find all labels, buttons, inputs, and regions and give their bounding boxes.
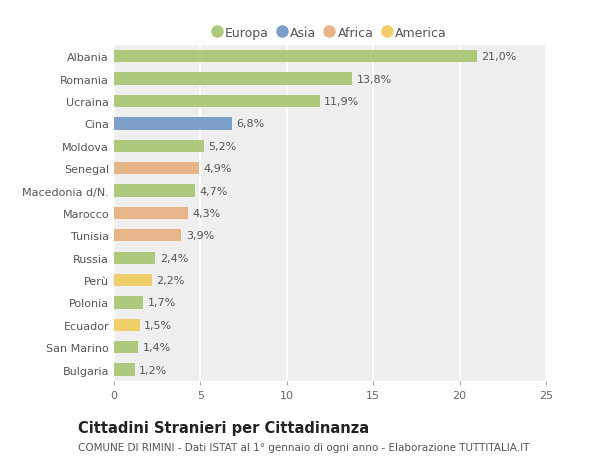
Bar <box>114 140 204 152</box>
Text: 21,0%: 21,0% <box>481 52 517 62</box>
Text: 4,7%: 4,7% <box>200 186 228 196</box>
Text: 3,9%: 3,9% <box>186 231 214 241</box>
Legend: Europa, Asia, Africa, America: Europa, Asia, Africa, America <box>209 22 451 45</box>
Text: 1,5%: 1,5% <box>144 320 172 330</box>
Text: COMUNE DI RIMINI - Dati ISTAT al 1° gennaio di ogni anno - Elaborazione TUTTITAL: COMUNE DI RIMINI - Dati ISTAT al 1° genn… <box>78 442 529 452</box>
Text: 6,8%: 6,8% <box>236 119 264 129</box>
Text: 13,8%: 13,8% <box>357 74 392 84</box>
Bar <box>114 207 188 219</box>
Bar <box>114 162 199 175</box>
Bar <box>114 252 155 264</box>
Bar <box>114 230 181 242</box>
Bar <box>114 341 138 353</box>
Text: 1,4%: 1,4% <box>143 342 171 353</box>
Bar <box>114 51 477 63</box>
Bar <box>114 319 140 331</box>
Bar <box>114 118 232 130</box>
Bar <box>114 274 152 286</box>
Bar <box>114 364 135 376</box>
Text: Cittadini Stranieri per Cittadinanza: Cittadini Stranieri per Cittadinanza <box>78 420 369 435</box>
Text: 1,2%: 1,2% <box>139 365 167 375</box>
Text: 5,2%: 5,2% <box>208 141 236 151</box>
Bar <box>114 73 352 85</box>
Bar <box>114 297 143 309</box>
Text: 1,7%: 1,7% <box>148 298 176 308</box>
Text: 4,3%: 4,3% <box>193 208 221 218</box>
Text: 11,9%: 11,9% <box>324 97 359 107</box>
Bar <box>114 185 195 197</box>
Bar <box>114 95 320 108</box>
Text: 2,2%: 2,2% <box>157 275 185 285</box>
Text: 4,9%: 4,9% <box>203 164 232 174</box>
Text: 2,4%: 2,4% <box>160 253 188 263</box>
